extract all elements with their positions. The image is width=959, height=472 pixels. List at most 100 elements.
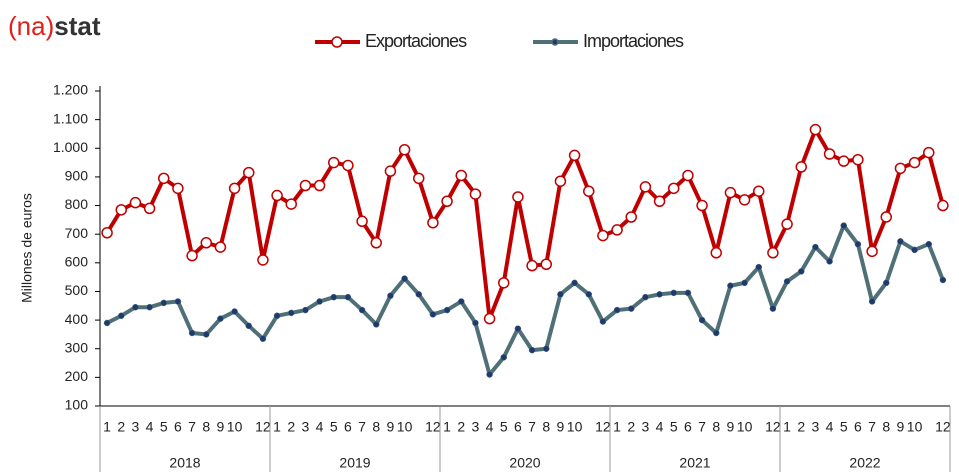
point <box>143 202 156 215</box>
point <box>880 211 892 223</box>
point <box>866 245 878 258</box>
x-tick-label: 3 <box>812 419 820 435</box>
point <box>937 199 949 212</box>
legend-marker <box>551 38 559 46</box>
x-tick-label: 5 <box>160 419 168 435</box>
x-tick-label: 6 <box>854 419 862 435</box>
x-tick-label: 7 <box>528 419 536 435</box>
y-tick-label: 300 <box>65 339 89 355</box>
point <box>299 179 312 192</box>
point <box>696 199 708 212</box>
point <box>469 188 482 200</box>
point <box>894 162 907 175</box>
logo-right: stat <box>54 11 101 41</box>
point <box>472 319 479 327</box>
point <box>231 308 238 315</box>
point <box>486 371 493 378</box>
y-tick-label: 500 <box>65 282 89 298</box>
x-tick-label: 12 <box>935 419 951 435</box>
point <box>455 169 467 182</box>
y-tick-label: 200 <box>65 368 89 384</box>
point <box>441 195 453 207</box>
point <box>512 191 524 203</box>
series-line <box>105 127 945 321</box>
point <box>398 143 411 156</box>
x-tick-label: 2 <box>457 419 465 435</box>
x-tick-label: 8 <box>202 419 210 435</box>
y-axis-label: Millones de euros <box>19 193 35 303</box>
point <box>370 237 382 249</box>
point <box>200 237 212 249</box>
point <box>528 346 536 354</box>
point <box>540 258 552 270</box>
point <box>443 306 451 314</box>
x-tick-label: 9 <box>727 419 735 435</box>
point <box>228 182 241 195</box>
point <box>429 311 437 318</box>
x-tick-label: 3 <box>132 419 140 435</box>
y-tick-label: 1.100 <box>53 110 88 126</box>
point <box>186 249 198 262</box>
point <box>583 185 595 197</box>
x-tick-label: 12 <box>425 419 441 435</box>
point <box>925 240 932 248</box>
x-tick-label: 2 <box>117 419 125 435</box>
legend-marker <box>331 36 343 48</box>
point <box>642 293 649 301</box>
point <box>543 345 550 352</box>
legend-label: Exportaciones <box>365 31 467 51</box>
point <box>625 211 637 223</box>
point <box>783 278 791 285</box>
point <box>883 279 890 287</box>
x-tick-label: 10 <box>397 419 413 435</box>
point <box>401 275 408 282</box>
point <box>798 268 805 275</box>
point <box>823 148 836 160</box>
logo: (na)stat <box>8 11 101 41</box>
y-tick-label: 900 <box>65 168 89 184</box>
point <box>172 182 184 195</box>
point <box>358 306 366 314</box>
series-line <box>106 223 945 377</box>
point <box>597 229 609 242</box>
point <box>273 312 281 320</box>
x-tick-label: 3 <box>472 419 480 435</box>
x-tick-label: 12 <box>765 419 781 435</box>
x-tick-label: 6 <box>684 419 692 435</box>
point <box>483 312 496 325</box>
point <box>259 335 267 342</box>
x-tick-label: 4 <box>146 419 154 435</box>
point <box>923 146 935 159</box>
point <box>554 175 567 187</box>
point <box>868 298 876 305</box>
point <box>639 181 652 193</box>
point <box>568 149 581 162</box>
point <box>840 222 847 229</box>
point <box>826 258 833 265</box>
point <box>613 306 621 314</box>
point <box>373 321 380 328</box>
point <box>727 282 734 289</box>
x-tick-label: 2 <box>797 419 805 435</box>
point <box>103 319 111 327</box>
point <box>458 298 465 305</box>
point <box>897 238 904 245</box>
x-tick-label: 5 <box>330 419 338 435</box>
point <box>738 194 751 206</box>
x-tick-label: 1 <box>273 419 281 435</box>
point <box>271 189 283 202</box>
x-tick-label: 3 <box>642 419 650 435</box>
x-tick-label: 5 <box>500 419 508 435</box>
x-tick-label: 10 <box>567 419 583 435</box>
x-tick-label: 1 <box>613 419 621 435</box>
y-tick-label: 1.000 <box>53 139 88 155</box>
point <box>653 195 666 207</box>
point <box>174 298 182 305</box>
point <box>413 172 425 185</box>
point <box>854 240 862 248</box>
point <box>628 305 635 312</box>
x-tick-label: 8 <box>542 419 550 435</box>
point <box>781 218 793 230</box>
x-tick-label: 8 <box>372 419 380 435</box>
point <box>129 196 142 209</box>
